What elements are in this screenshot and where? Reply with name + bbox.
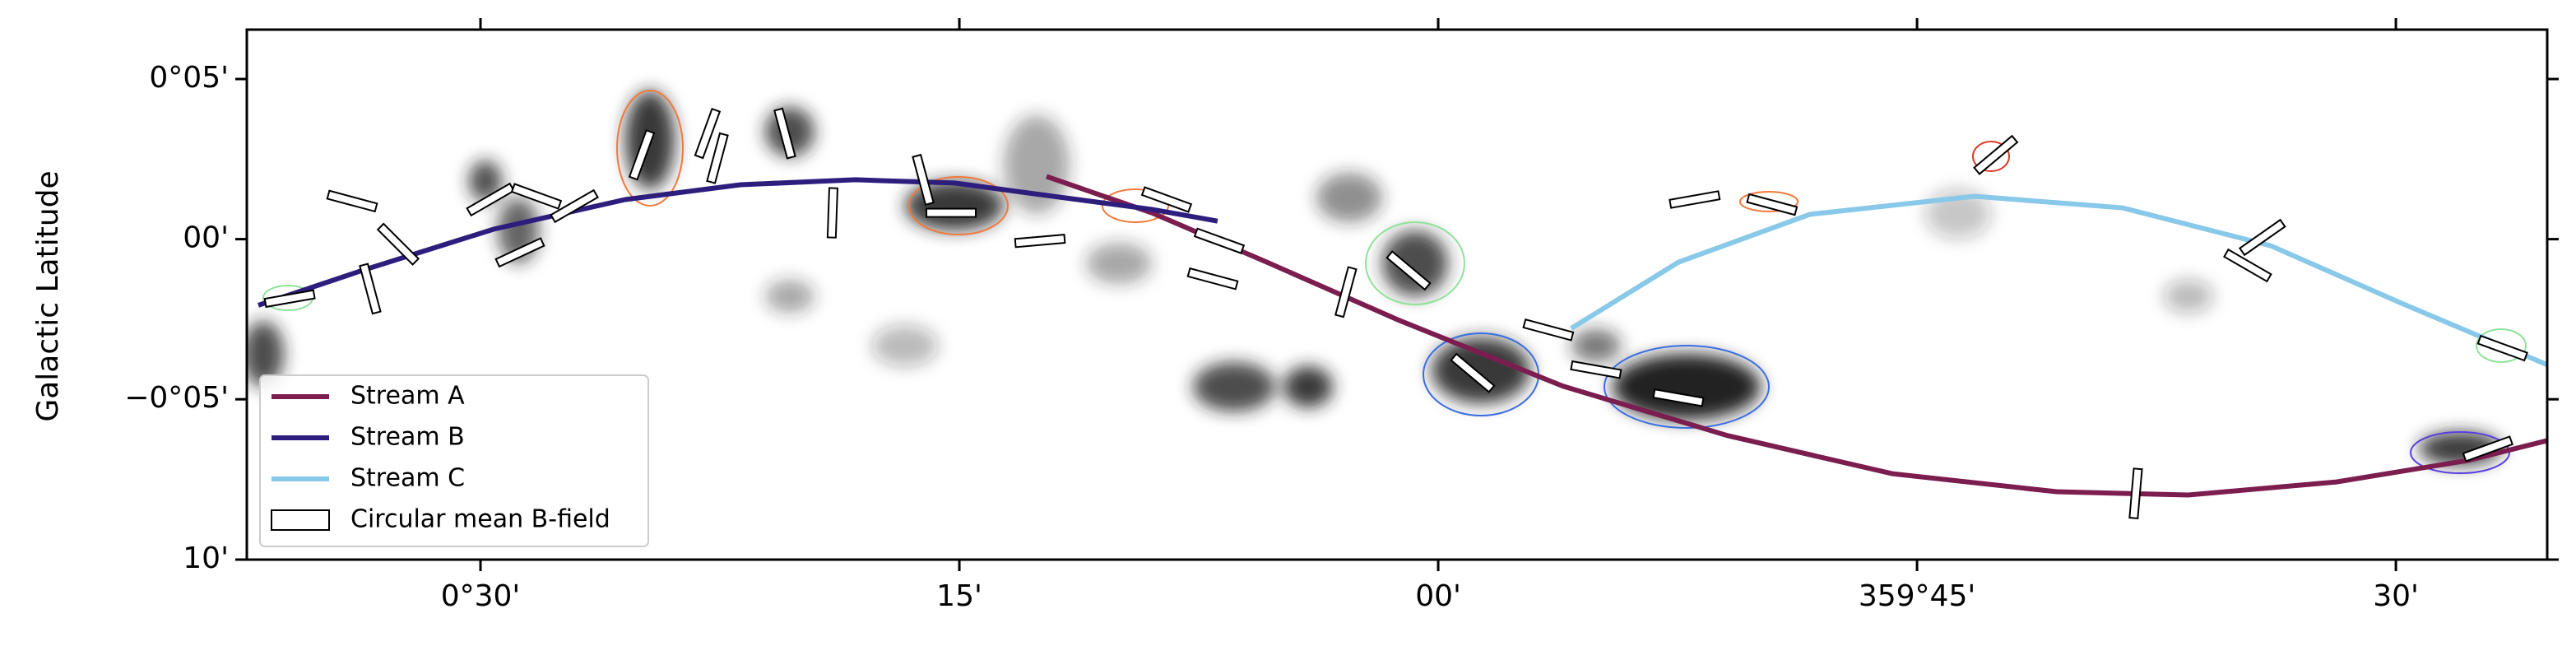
y-tick-label: 0°05' <box>149 61 229 95</box>
legend-label: Stream C <box>350 464 465 493</box>
b-field-vector <box>1570 360 1622 379</box>
b-field-vector <box>1973 134 2019 175</box>
b-field-vector <box>926 207 977 218</box>
legend-box <box>259 374 649 547</box>
b-field-vector <box>1334 266 1358 318</box>
b-field-vector <box>706 132 729 184</box>
x-tick-label: 15' <box>936 579 982 613</box>
b-field-vector <box>510 183 563 210</box>
b-field-vector <box>376 222 420 266</box>
b-field-vector <box>1014 234 1066 249</box>
y-tick-label: 10' <box>183 541 229 575</box>
y-axis-label: Galactic Latitude <box>31 170 65 421</box>
legend-label: Stream A <box>350 382 465 411</box>
b-field-vector <box>1385 250 1432 291</box>
b-field-vector <box>494 237 545 268</box>
y-tick-label: −0°05' <box>124 381 229 415</box>
b-field-vector <box>1140 186 1193 213</box>
b-field-vector <box>826 187 838 239</box>
x-tick-label: 00' <box>1415 579 1461 613</box>
b-field-vector <box>550 188 599 224</box>
b-field-vector <box>1746 193 1799 216</box>
b-field-vector <box>1522 318 1575 342</box>
x-tick-label: 30' <box>2373 579 2419 613</box>
b-field-vector <box>359 263 382 315</box>
legend-swatch <box>271 509 330 531</box>
b-field-vector <box>263 289 316 309</box>
y-tick-label: 00' <box>183 221 229 255</box>
b-field-vector <box>1193 227 1246 254</box>
stream-line <box>258 177 1218 308</box>
plot-area <box>258 107 2548 520</box>
plot-frame <box>245 28 2549 561</box>
b-field-vector <box>628 129 656 181</box>
stream-line <box>1570 193 2548 367</box>
b-field-vector <box>2476 334 2528 362</box>
b-field-vector <box>773 107 796 160</box>
legend-label: Stream B <box>350 423 465 452</box>
b-field-vector <box>2128 467 2143 520</box>
legend-label: Circular mean B-field <box>350 505 610 534</box>
x-tick-label: 0°30' <box>441 579 521 613</box>
b-field-vector <box>2462 435 2514 462</box>
b-field-vector <box>2223 248 2272 283</box>
b-field-vector <box>1669 190 1721 209</box>
stream-line <box>1045 174 2548 498</box>
b-field-vector <box>2238 218 2286 257</box>
b-field-vector <box>1450 352 1496 393</box>
b-field-vector <box>1652 388 1705 407</box>
b-field-vector <box>326 189 378 213</box>
x-tick-label: 359°45' <box>1859 579 1975 613</box>
b-field-vector <box>912 153 935 206</box>
b-field-vector <box>694 107 722 160</box>
b-field-vector <box>1186 267 1239 290</box>
b-field-vector <box>466 182 515 217</box>
